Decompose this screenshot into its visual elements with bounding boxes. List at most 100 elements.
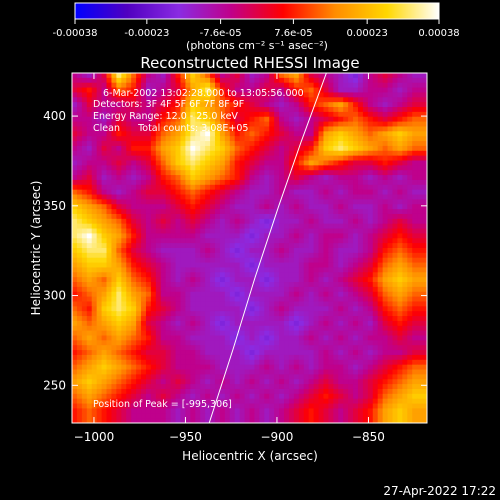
heatmap-cell bbox=[353, 238, 359, 244]
heatmap-cell bbox=[348, 77, 354, 84]
heatmap-cell bbox=[210, 136, 216, 142]
heatmap-cell bbox=[362, 189, 369, 196]
heatmap-cell bbox=[185, 131, 191, 137]
heatmap-cell bbox=[367, 97, 374, 103]
heatmap-cell bbox=[308, 126, 315, 132]
heatmap-cell bbox=[121, 340, 127, 346]
heatmap-cell bbox=[377, 282, 384, 288]
heatmap-cell bbox=[367, 350, 374, 356]
heatmap-cell bbox=[259, 87, 265, 94]
heatmap-cell bbox=[318, 267, 325, 273]
heatmap-cell bbox=[150, 301, 157, 307]
heatmap-cell bbox=[229, 218, 236, 225]
heatmap-cell bbox=[72, 73, 78, 79]
heatmap-cell bbox=[234, 301, 241, 307]
heatmap-cell bbox=[145, 393, 152, 400]
heatmap-cell bbox=[195, 97, 201, 103]
heatmap-cell bbox=[298, 223, 305, 230]
heatmap-cell bbox=[150, 155, 157, 162]
heatmap-cell bbox=[417, 272, 423, 278]
heatmap-cell bbox=[318, 160, 325, 166]
heatmap-cell bbox=[288, 379, 295, 385]
heatmap-cell bbox=[214, 155, 221, 162]
heatmap-cell bbox=[219, 350, 226, 356]
heatmap-cell bbox=[229, 73, 236, 79]
heatmap-cell bbox=[205, 379, 211, 385]
heatmap-cell bbox=[224, 282, 231, 288]
heatmap-cell bbox=[155, 296, 162, 303]
heatmap-cell bbox=[303, 184, 310, 191]
heatmap-cell bbox=[357, 320, 364, 327]
heatmap-cell bbox=[259, 189, 265, 196]
heatmap-cell bbox=[244, 179, 251, 186]
heatmap-cell bbox=[91, 350, 98, 356]
heatmap-cell bbox=[254, 218, 260, 225]
heatmap-cell bbox=[214, 379, 221, 385]
heatmap-cell bbox=[121, 209, 127, 215]
heatmap-cell bbox=[185, 243, 191, 249]
heatmap-cell bbox=[284, 384, 290, 390]
heatmap-cell bbox=[357, 369, 364, 375]
heatmap-cell bbox=[175, 252, 182, 259]
heatmap-cell bbox=[239, 92, 246, 98]
heatmap-cell bbox=[284, 301, 290, 307]
heatmap-cell bbox=[205, 150, 211, 157]
heatmap-cell bbox=[298, 345, 305, 351]
heatmap-cell bbox=[303, 116, 310, 123]
heatmap-cell bbox=[288, 189, 295, 196]
heatmap-cell bbox=[333, 155, 339, 162]
heatmap-cell bbox=[106, 194, 113, 200]
heatmap-cell bbox=[165, 330, 172, 337]
heatmap-cell bbox=[116, 175, 122, 181]
heatmap-cell bbox=[244, 364, 251, 371]
heatmap-cell bbox=[210, 238, 216, 244]
heatmap-cell bbox=[288, 102, 295, 108]
heatmap-cell bbox=[387, 150, 394, 157]
heatmap-cell bbox=[353, 286, 359, 293]
heatmap-cell bbox=[205, 340, 211, 346]
heatmap-cell bbox=[205, 301, 211, 307]
heatmap-cell bbox=[185, 384, 191, 390]
heatmap-cell bbox=[313, 252, 320, 259]
heatmap-cell bbox=[323, 345, 329, 351]
heatmap-cell bbox=[86, 199, 93, 205]
heatmap-cell bbox=[81, 97, 88, 103]
heatmap-cell bbox=[76, 150, 83, 157]
heatmap-cell bbox=[180, 175, 186, 181]
heatmap-cell bbox=[377, 364, 384, 371]
heatmap-cell bbox=[303, 243, 310, 249]
heatmap-cell bbox=[412, 393, 418, 400]
heatmap-cell bbox=[111, 252, 117, 259]
heatmap-cell bbox=[422, 209, 427, 215]
heatmap-cell bbox=[328, 388, 334, 395]
heatmap-cell bbox=[279, 306, 285, 312]
heatmap-cell bbox=[210, 175, 216, 181]
colorbar-ticks: -0.00038 -0.00023 -7.6e-05 7.6e-05 0.00023 0.… bbox=[53, 19, 460, 39]
heatmap-cell bbox=[298, 272, 305, 278]
heatmap-cell bbox=[101, 131, 108, 137]
heatmap-cell bbox=[362, 194, 369, 200]
heatmap-cell bbox=[214, 121, 221, 128]
heatmap-cell bbox=[397, 359, 403, 366]
heatmap-cell bbox=[412, 354, 418, 361]
heatmap-cell bbox=[121, 116, 127, 123]
heatmap-cell bbox=[190, 262, 196, 269]
heatmap-cell bbox=[407, 82, 413, 89]
heatmap-cell bbox=[348, 126, 354, 132]
heatmap-cell bbox=[111, 388, 117, 395]
heatmap-cell bbox=[284, 77, 290, 84]
heatmap-cell bbox=[274, 282, 280, 288]
heatmap-cell bbox=[293, 286, 300, 293]
heatmap-cell bbox=[141, 145, 147, 152]
heatmap-cell bbox=[200, 126, 206, 132]
heatmap-cell bbox=[214, 262, 221, 269]
heatmap-cell bbox=[367, 379, 374, 385]
heatmap-cell bbox=[91, 150, 98, 157]
heatmap-cell bbox=[254, 209, 260, 215]
heatmap-cell bbox=[387, 121, 394, 128]
heatmap-cell bbox=[402, 369, 408, 375]
heatmap-cell bbox=[234, 170, 241, 176]
heatmap-cell bbox=[101, 199, 108, 205]
heatmap-cell bbox=[254, 345, 260, 351]
heatmap-cell bbox=[224, 354, 231, 361]
